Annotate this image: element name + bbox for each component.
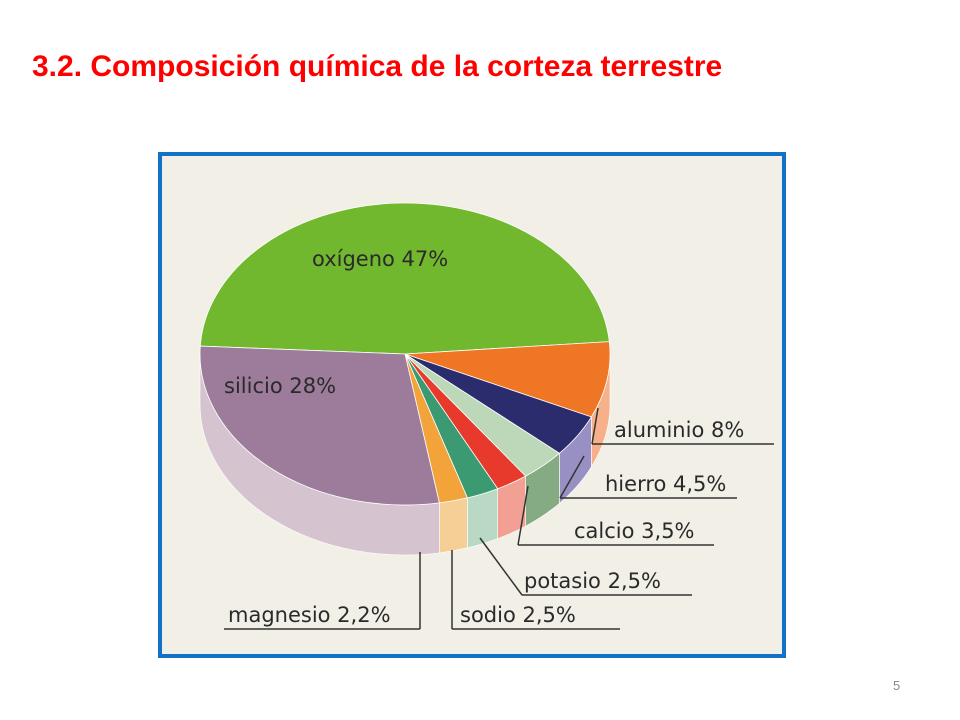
pie-chart: oxígeno 47% aluminio 8% hierro 4,5% calcio … [199,202,774,630]
label-sodio: sodio 2,5% [460,603,576,627]
label-silicio: silicio 28% [224,374,336,398]
pie-sides [199,353,611,556]
label-potasio: potasio 2,5% [524,569,661,593]
slice-silicio [199,345,440,506]
label-hierro: hierro 4,5% [605,472,726,496]
slide-title: 3.2. Composición química de la corteza t… [32,50,723,83]
pie-top-faces [199,202,611,506]
chart-frame: oxígeno 47% aluminio 8% hierro 4,5% calcio … [158,152,786,658]
slice-labels: oxígeno 47% aluminio 8% hierro 4,5% calcio … [224,247,744,627]
label-magnesio: magnesio 2,2% [228,603,391,627]
leader-lines [224,407,774,630]
slice-oxigeno [199,202,610,355]
label-oxigeno: oxígeno 47% [312,247,448,271]
page-number: 5 [893,678,901,693]
connector-hierro [559,455,585,499]
label-aluminio: aluminio 8% [614,418,744,442]
side-magnesio [439,497,468,554]
connector-calcio [517,485,529,546]
label-calcio: calcio 3,5% [574,519,695,543]
side-sodio [467,488,498,549]
slice-aluminio [404,341,611,418]
connector-potasio [479,537,523,596]
connector-aluminio [591,407,599,445]
